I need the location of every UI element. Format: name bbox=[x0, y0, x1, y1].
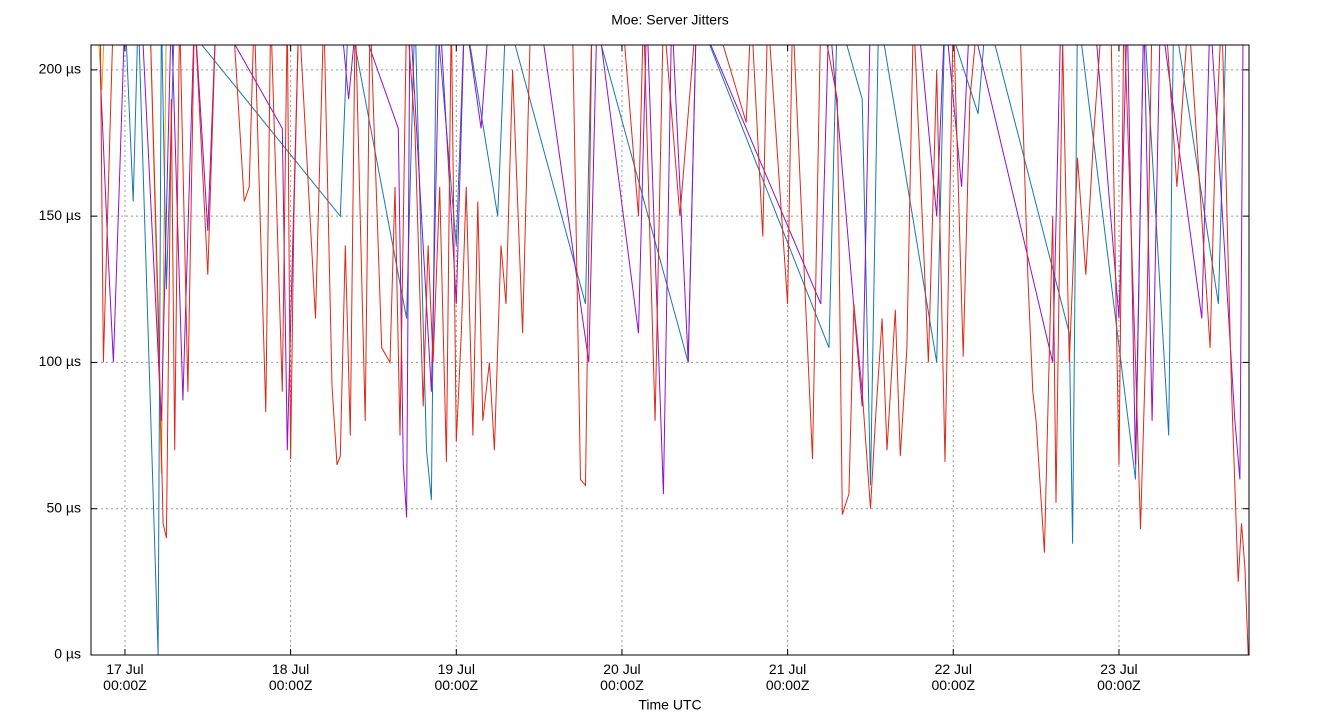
x-tick-label: 22 Jul 00:00Z bbox=[931, 661, 976, 693]
x-tick-label: 17 Jul 00:00Z bbox=[103, 661, 147, 693]
plot-frame bbox=[90, 44, 1250, 656]
x-tick-label: 18 Jul 00:00Z bbox=[268, 661, 313, 693]
y-tick-label: 0 µs bbox=[54, 646, 81, 662]
x-tick-label: 23 Jul 00:00Z bbox=[1097, 661, 1141, 693]
series-line bbox=[99, 45, 1249, 655]
y-tick-label: 50 µs bbox=[46, 499, 81, 515]
x-axis-label: Time UTC bbox=[638, 697, 701, 713]
x-tick-label: 19 Jul 00:00Z bbox=[434, 661, 479, 693]
chart-title: Moe: Server Jitters bbox=[611, 12, 728, 28]
x-tick-label: 21 Jul 00:00Z bbox=[765, 661, 810, 693]
series-line bbox=[99, 45, 1244, 518]
series-line bbox=[98, 45, 167, 474]
x-tick-label: 20 Jul 00:00Z bbox=[600, 661, 644, 693]
y-tick-label: 200 µs bbox=[39, 61, 81, 77]
plot-lines bbox=[98, 45, 1249, 655]
y-tick-label: 100 µs bbox=[39, 353, 81, 369]
y-tick-label: 150 µs bbox=[39, 207, 81, 223]
